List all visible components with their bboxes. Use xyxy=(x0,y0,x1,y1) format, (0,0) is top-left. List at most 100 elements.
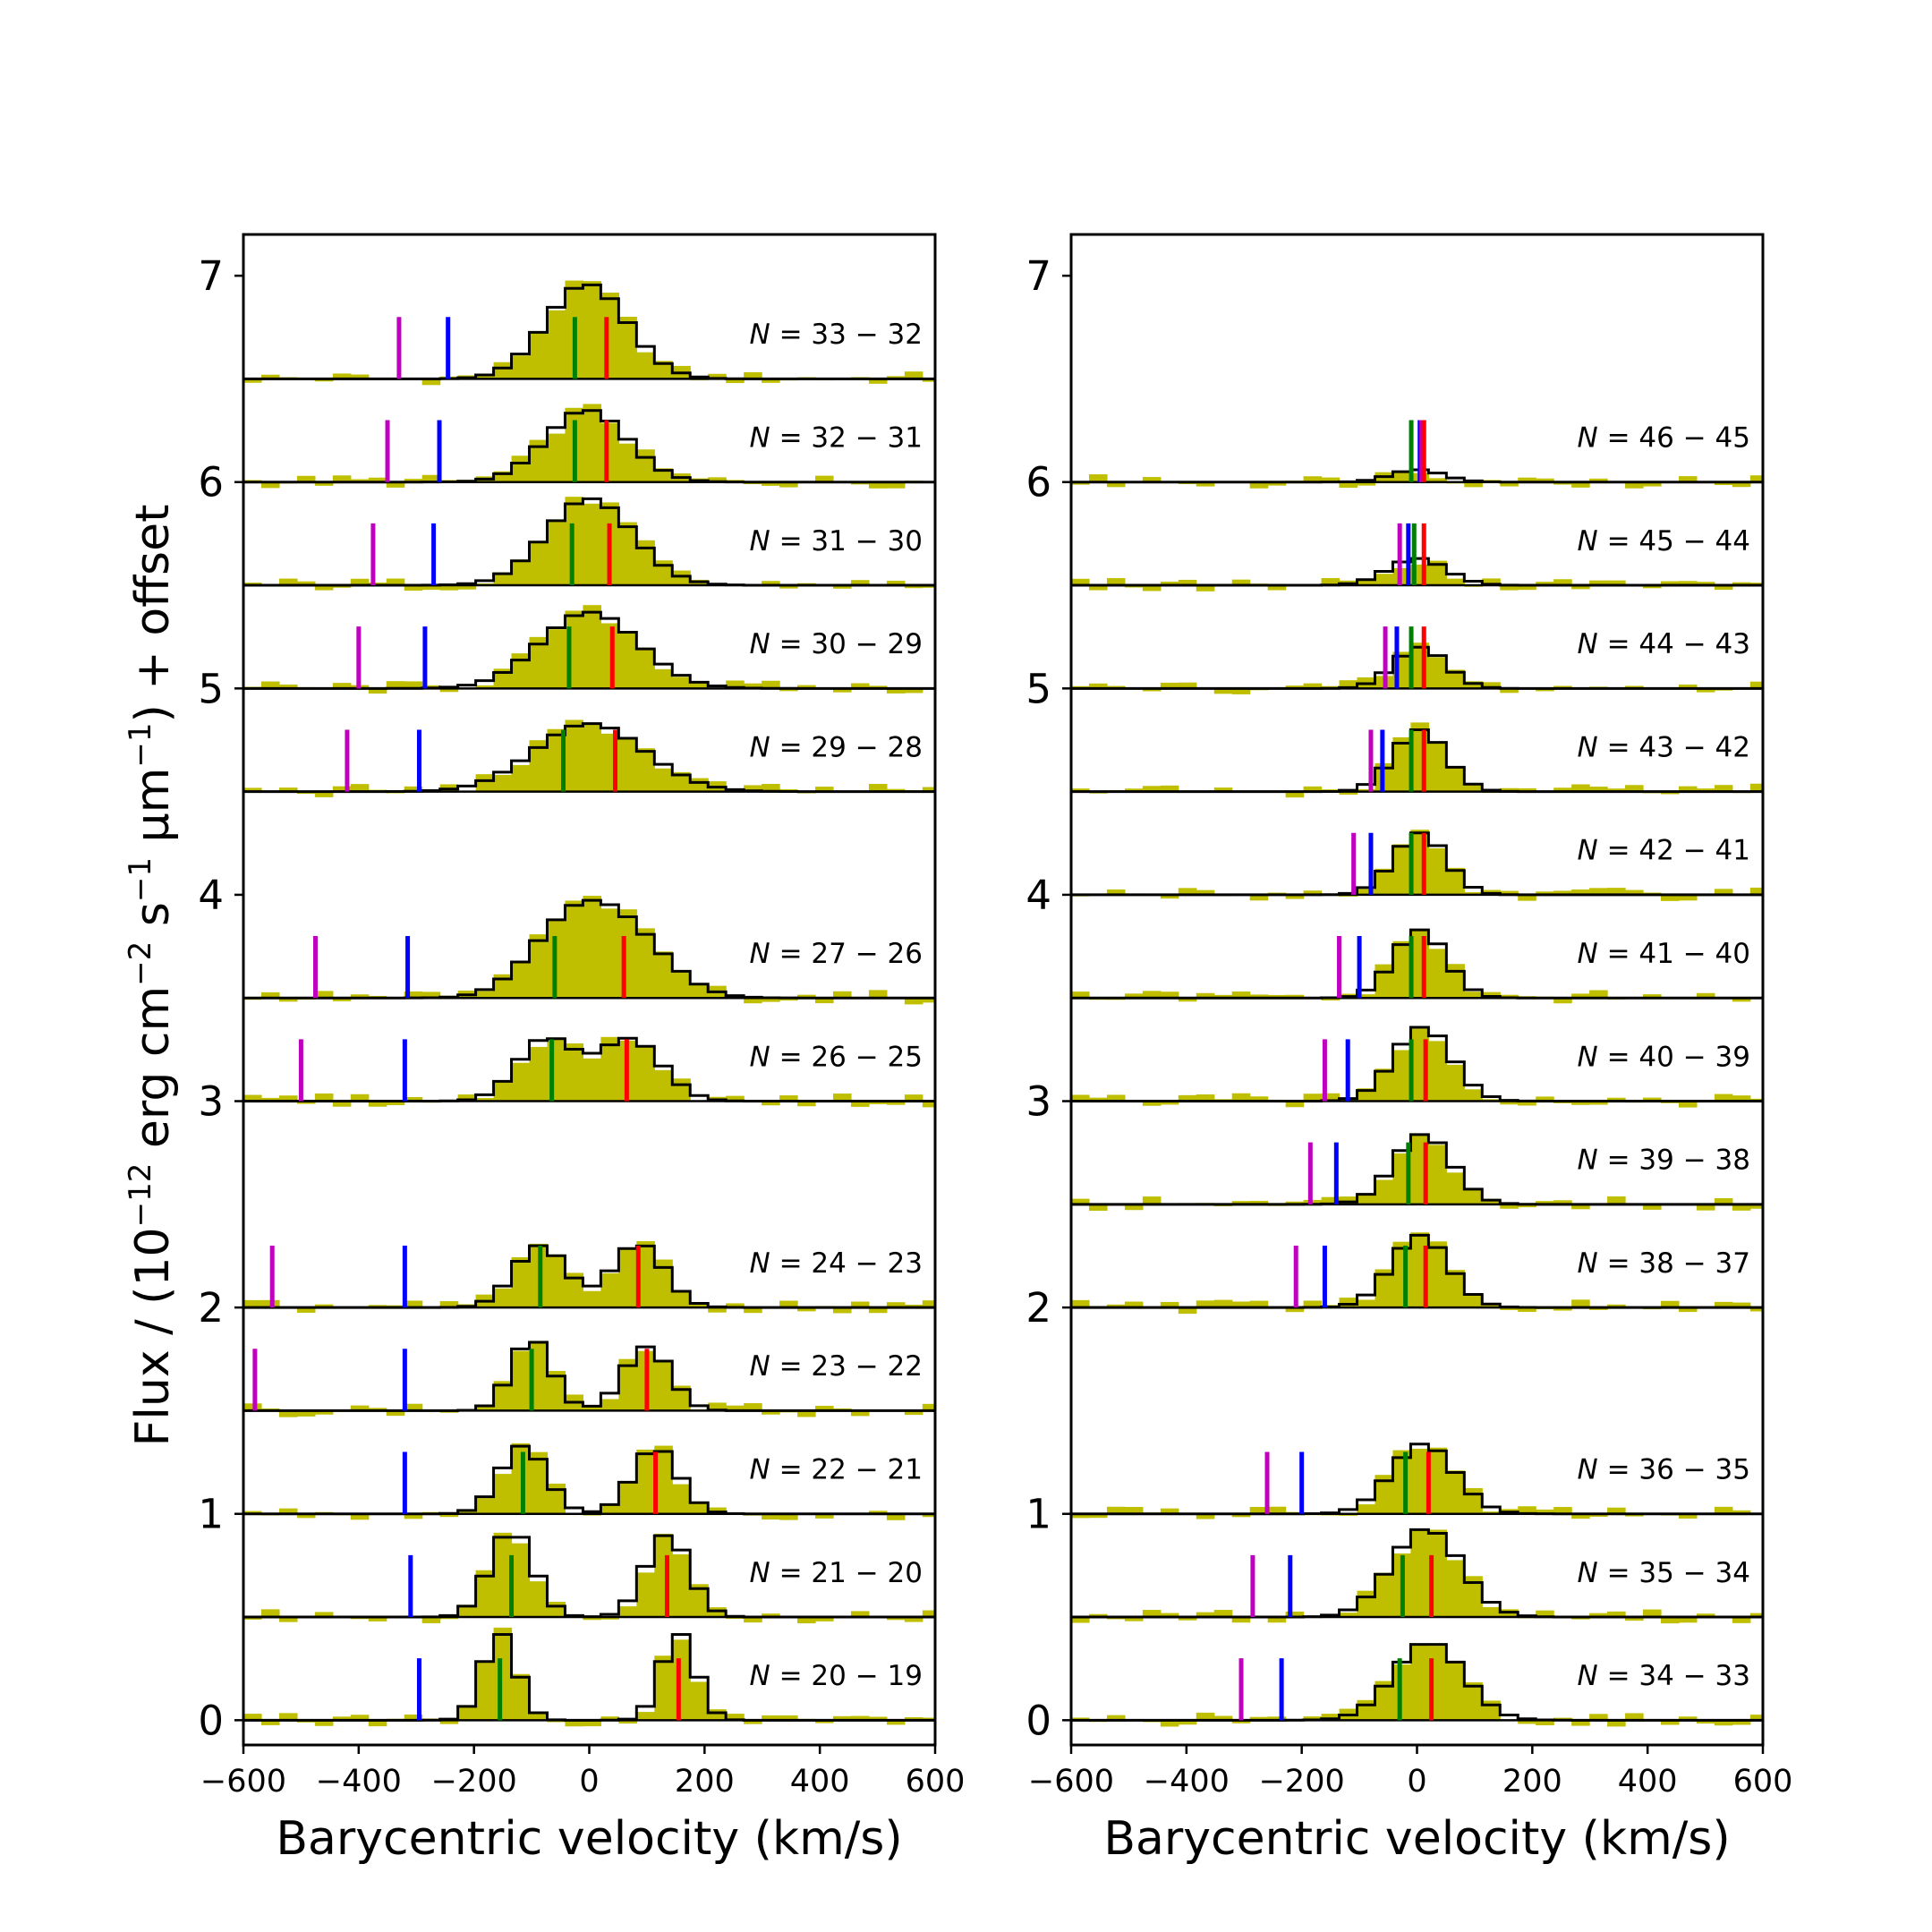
observed-flux-bar xyxy=(904,1305,923,1308)
observed-flux-bar xyxy=(565,1720,584,1727)
observed-flux-bar xyxy=(1321,1714,1340,1721)
observed-flux-bar xyxy=(708,373,727,379)
observed-flux-bar xyxy=(475,991,495,999)
observed-flux-bar xyxy=(618,909,637,999)
observed-flux-bar xyxy=(404,585,423,592)
observed-flux-bar xyxy=(1339,481,1358,489)
observed-flux-bar xyxy=(421,379,441,386)
observed-flux-bar xyxy=(1375,1068,1394,1102)
observed-flux-bar xyxy=(744,1403,762,1411)
observed-flux-bar xyxy=(762,784,780,792)
observed-flux-bar xyxy=(797,685,816,689)
observed-flux-bar xyxy=(922,1610,935,1618)
observed-flux-bar xyxy=(886,1101,906,1105)
observed-flux-bar xyxy=(243,1299,262,1308)
observed-flux-bar xyxy=(1678,1716,1698,1721)
observed-flux-bar xyxy=(832,585,852,589)
observed-flux-bar xyxy=(1249,894,1269,901)
observed-flux-bar xyxy=(1303,1094,1323,1102)
observed-flux-bar xyxy=(672,677,691,689)
observed-flux-bar xyxy=(583,605,601,689)
observed-flux-bar xyxy=(529,1712,549,1721)
observed-flux-bar xyxy=(1071,1299,1090,1308)
observed-flux-bar xyxy=(1178,682,1197,689)
observed-flux-bar xyxy=(511,961,531,999)
transition-panel xyxy=(243,1240,935,1314)
observed-flux-bar xyxy=(672,570,691,586)
observed-flux-bar xyxy=(547,1371,566,1411)
x-tick-label: 200 xyxy=(1502,1764,1562,1800)
observed-flux-bar xyxy=(1267,585,1287,591)
observed-flux-bar xyxy=(850,1101,870,1107)
observed-flux-bar xyxy=(511,1350,531,1411)
y-tick-label: 7 xyxy=(1026,252,1051,300)
observed-flux-bar xyxy=(726,1095,745,1102)
observed-flux-bar xyxy=(726,1714,745,1721)
observed-flux-bar xyxy=(1267,481,1287,486)
observed-flux-bar xyxy=(1428,560,1447,586)
observed-flux-bar xyxy=(690,778,709,792)
observed-flux-bar xyxy=(1678,894,1698,901)
observed-flux-bar xyxy=(1536,1720,1554,1726)
transition-label: N = 40 − 39 xyxy=(1578,1041,1750,1073)
y-tick-label: 7 xyxy=(198,252,224,300)
observed-flux-bar xyxy=(922,787,935,792)
observed-flux-bar xyxy=(1285,791,1305,798)
observed-flux-bar xyxy=(1142,1610,1162,1618)
observed-flux-bar xyxy=(779,1715,798,1721)
observed-flux-bar xyxy=(1696,788,1715,792)
observed-flux-bar xyxy=(404,786,423,792)
transition-panel xyxy=(243,1443,935,1520)
observed-flux-bar xyxy=(457,585,477,590)
observed-flux-bar xyxy=(511,1062,531,1102)
observed-flux-bar xyxy=(1375,1572,1394,1618)
observed-flux-bar xyxy=(762,1715,780,1721)
observed-flux-bar xyxy=(600,623,619,689)
observed-flux-bar xyxy=(1714,1720,1733,1726)
observed-flux-bar xyxy=(1213,994,1233,999)
observed-flux-bar xyxy=(797,1307,816,1312)
observed-flux-bar xyxy=(1357,1699,1376,1721)
observed-flux-bar xyxy=(815,787,834,792)
observed-flux-bar xyxy=(1553,1307,1572,1311)
observed-flux-bar xyxy=(1231,1720,1251,1723)
observed-flux-bar xyxy=(1696,1204,1715,1211)
observed-flux-bar xyxy=(457,1706,477,1721)
observed-flux-bar xyxy=(1249,1096,1269,1102)
observed-flux-bar xyxy=(1625,481,1644,489)
observed-flux-bar xyxy=(1536,891,1554,895)
observed-flux-bar xyxy=(1607,1196,1626,1204)
observed-flux-bar xyxy=(654,768,673,792)
observed-flux-bar xyxy=(1643,1609,1662,1618)
observed-flux-bar xyxy=(1696,1720,1715,1724)
observed-flux-bar xyxy=(636,1045,655,1102)
observed-flux-bar xyxy=(260,1720,280,1725)
transition-panel xyxy=(243,404,935,489)
observed-flux-bar xyxy=(1464,681,1483,689)
observed-flux-bar xyxy=(1160,1101,1179,1105)
transition-label: N = 33 − 32 xyxy=(750,319,923,351)
observed-flux-bar xyxy=(618,631,637,689)
observed-flux-bar xyxy=(904,1617,923,1622)
observed-flux-bar xyxy=(1732,1617,1751,1623)
observed-flux-bar xyxy=(1357,481,1376,486)
observed-flux-bar xyxy=(654,1259,673,1308)
x-tick-label: −400 xyxy=(1144,1764,1230,1800)
observed-flux-bar xyxy=(690,1584,709,1618)
observed-flux-bar xyxy=(1088,1204,1108,1212)
observed-flux-bar xyxy=(832,1307,852,1314)
observed-flux-bar xyxy=(260,374,280,379)
observed-flux-bar xyxy=(1482,682,1501,689)
plot-area xyxy=(1071,420,1763,1727)
y-axis-title: Flux / (10−12 erg cm−2 s−1 μm−1) + offse… xyxy=(123,505,180,1447)
observed-flux-bar xyxy=(547,310,566,379)
observed-flux-bar xyxy=(296,1101,316,1104)
transition-panel xyxy=(243,497,935,592)
observed-flux-bar xyxy=(439,1301,459,1308)
observed-flux-bar xyxy=(690,1304,709,1308)
observed-flux-bar xyxy=(278,1617,298,1622)
observed-flux-bar xyxy=(1357,1504,1376,1514)
x-tick-label: −400 xyxy=(316,1764,402,1800)
observed-flux-bar xyxy=(296,581,316,586)
observed-flux-bar xyxy=(1231,1617,1251,1623)
